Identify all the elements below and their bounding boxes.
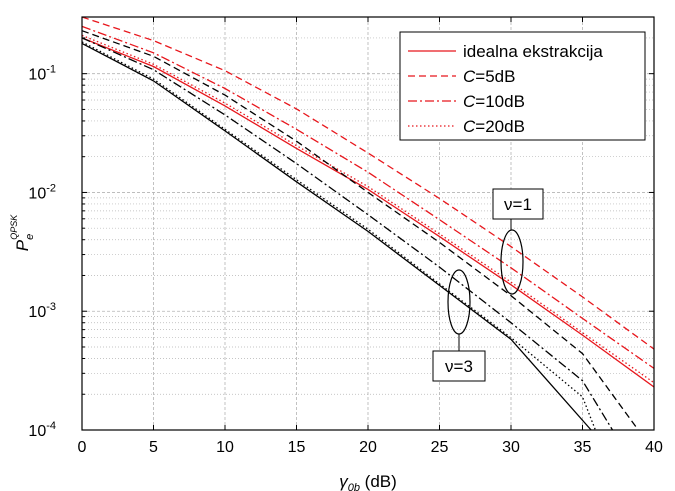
series-line-3 [81, 25, 655, 369]
y-tick-label: 10-4 [28, 420, 56, 440]
annotation-box-nu1 [492, 188, 544, 220]
legend-samples [408, 50, 456, 127]
x-tick-label: 25 [431, 439, 449, 456]
x-tick-labels: 0 5 10 15 20 25 30 35 40 [78, 439, 663, 456]
series-line-6 [81, 30, 639, 431]
x-tick-label: 5 [149, 439, 158, 456]
x-tick-label: 40 [645, 439, 663, 456]
annotation-nu1: ν=1 [504, 195, 532, 214]
y-tick-label: 10-2 [28, 182, 56, 202]
y-tick-label: 10-1 [28, 64, 56, 84]
legend-entry-ideal: idealna ekstrakcija [463, 42, 603, 61]
series-line-2 [81, 16, 655, 350]
x-tick-label: 15 [288, 439, 306, 456]
y-tick-labels: 10-4 10-3 10-2 10-1 [28, 64, 56, 440]
legend-entry-c20: C=20dB [463, 117, 525, 136]
annotation-ellipse-nu1 [500, 229, 524, 295]
y-axis-title-group: PeQPSK [9, 214, 36, 251]
series-layer [81, 16, 655, 431]
y-tick-label: 10-3 [28, 301, 56, 321]
annotation-nu3: ν=3 [445, 357, 473, 376]
legend: idealna ekstrakcija C=5dB C=10dB C=20dB [399, 31, 646, 141]
legend-box [399, 31, 646, 141]
tick-marks [81, 17, 655, 431]
x-tick-label: 20 [359, 439, 377, 456]
legend-entry-c5: C=5dB [463, 67, 515, 86]
y-axis-title: PeQPSK [9, 214, 36, 251]
annotation-ellipse-nu3 [447, 269, 471, 335]
series-line-1 [81, 37, 655, 388]
series-line-7 [81, 37, 614, 431]
x-tick-label: 35 [574, 439, 592, 456]
x-tick-label: 30 [502, 439, 520, 456]
x-tick-label: 0 [78, 439, 87, 456]
series-line-5 [81, 42, 592, 431]
series-line-4 [81, 34, 655, 384]
annotation-box-nu3 [432, 350, 486, 382]
legend-entry-c10: C=10dB [463, 92, 525, 111]
x-axis-title: γ0b (dB) [339, 472, 397, 491]
x-tick-label: 10 [216, 439, 234, 456]
